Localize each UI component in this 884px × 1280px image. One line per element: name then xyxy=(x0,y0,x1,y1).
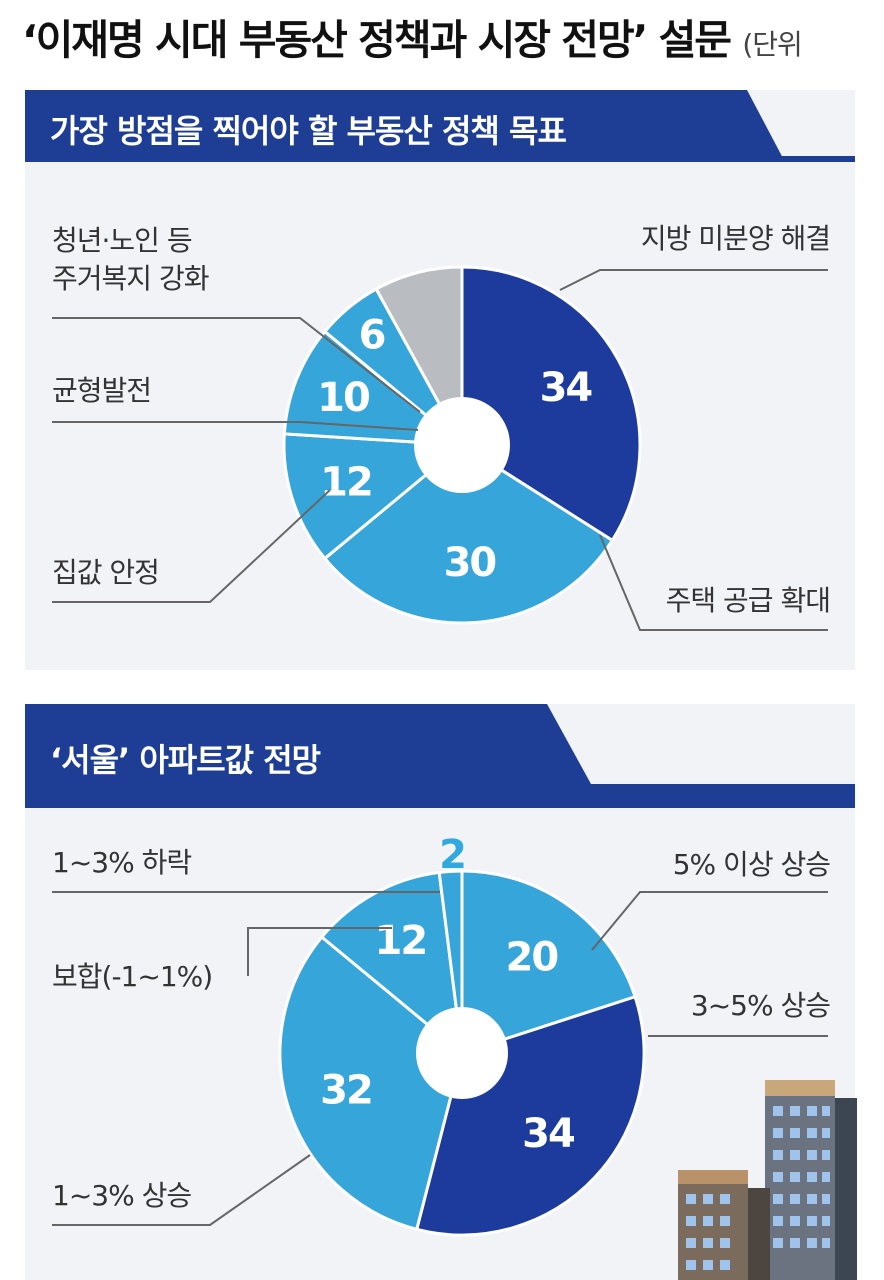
policy-goal-title: 가장 방점을 찍어야 할 부동산 정책 목표 xyxy=(50,112,567,150)
label-line: 1~3% 상승 xyxy=(52,1179,191,1212)
leader-line-3 xyxy=(247,927,392,976)
slice-label-1: 주택 공급 확대 xyxy=(666,584,830,617)
slice-value-4: 6 xyxy=(359,313,385,359)
header-band-shape xyxy=(25,90,855,162)
slices xyxy=(282,265,642,625)
leader-line-0 xyxy=(559,269,828,291)
slice-label-0: 지방 미분양 해결 xyxy=(641,222,830,255)
leader-line-3 xyxy=(52,421,419,431)
slice-value-0: 20 xyxy=(506,935,558,981)
label-line: 3~5% 상승 xyxy=(691,989,830,1022)
slice-value-4: 2 xyxy=(439,832,465,878)
leader-line-0 xyxy=(591,891,828,951)
label-line: 청년·노인 등 xyxy=(52,224,192,257)
slice-label-1: 3~5% 상승 xyxy=(691,989,830,1022)
leader-line-2 xyxy=(52,489,331,603)
slice-value-0: 34 xyxy=(540,365,592,411)
slice-value-3: 10 xyxy=(317,375,369,421)
slice-label-0: 5% 이상 상승 xyxy=(673,848,831,881)
label-line: 주택 공급 확대 xyxy=(666,584,830,617)
seoul-outlook-donut-chart: 20 34 32 12 2 5% 이상 상승 3~5% 상승 1~3% 상승 보합(-1~1%)… xyxy=(52,832,831,1237)
slice-label-2: 집값 안정 xyxy=(52,556,159,589)
slice-label-2: 1~3% 상승 xyxy=(52,1179,191,1212)
slice-label-3: 보합(-1~1%) xyxy=(52,960,212,993)
label-line: 균형발전 xyxy=(52,374,151,407)
donut-hole xyxy=(414,397,510,493)
slice-value-1: 30 xyxy=(444,540,496,586)
unit-label: (단위 xyxy=(742,28,802,61)
label-line: 1~3% 하락 xyxy=(52,846,191,879)
label-line: 집값 안정 xyxy=(52,556,159,589)
header-band-shape xyxy=(25,704,855,808)
slice-label-4: 1~3% 하락 xyxy=(52,846,191,879)
leader-line-2 xyxy=(52,1154,311,1226)
pie-slice-4 xyxy=(319,870,464,1057)
leader-line-4 xyxy=(52,317,421,413)
seoul-outlook-title: ‘서울’ 아파트값 전망 xyxy=(50,741,321,779)
policy-goal-header-band xyxy=(25,90,855,162)
slice-label-3: 균형발전 xyxy=(52,374,151,407)
title-text: ‘이재명 시대 부동산 정책과 시장 전망’ 설문 xyxy=(22,16,732,64)
slice-value-2: 32 xyxy=(320,1068,372,1114)
pie-slice-6 xyxy=(374,265,464,446)
leader-line-1 xyxy=(599,534,828,631)
label-line: 5% 이상 상승 xyxy=(673,848,831,881)
pie-slice-2 xyxy=(322,443,615,625)
label-line: 주거복지 강화 xyxy=(52,262,209,295)
slice-value-3: 12 xyxy=(374,918,426,964)
label-line: 보합(-1~1%) xyxy=(52,960,212,993)
pie-slice-1 xyxy=(460,869,637,1056)
slice-value-1: 34 xyxy=(522,1111,574,1157)
donut-hole xyxy=(416,1007,508,1099)
page-title: ‘이재명 시대 부동산 정책과 시장 전망’ 설문 (단위 xyxy=(22,6,803,66)
pie-slice-3 xyxy=(282,432,466,561)
seoul-outlook-header-band xyxy=(25,704,855,808)
slice-value-2: 12 xyxy=(320,460,372,506)
apartment-buildings-illustration xyxy=(678,1080,857,1280)
label-line: 지방 미분양 해결 xyxy=(641,222,830,255)
pie-slice-3 xyxy=(278,934,464,1232)
